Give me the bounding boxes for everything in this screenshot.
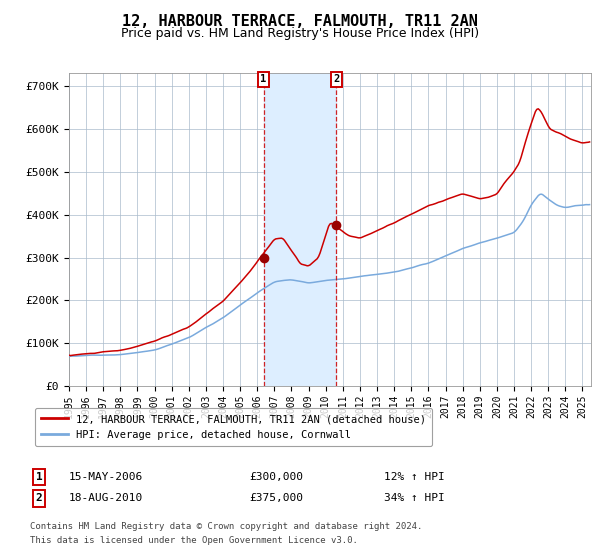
Text: 1: 1: [35, 472, 43, 482]
Text: Contains HM Land Registry data © Crown copyright and database right 2024.: Contains HM Land Registry data © Crown c…: [30, 522, 422, 531]
Text: 2: 2: [333, 74, 340, 84]
Legend: 12, HARBOUR TERRACE, FALMOUTH, TR11 2AN (detached house), HPI: Average price, de: 12, HARBOUR TERRACE, FALMOUTH, TR11 2AN …: [35, 408, 432, 446]
Text: Price paid vs. HM Land Registry's House Price Index (HPI): Price paid vs. HM Land Registry's House …: [121, 27, 479, 40]
Text: 34% ↑ HPI: 34% ↑ HPI: [384, 493, 445, 503]
Text: 12% ↑ HPI: 12% ↑ HPI: [384, 472, 445, 482]
Text: 12, HARBOUR TERRACE, FALMOUTH, TR11 2AN: 12, HARBOUR TERRACE, FALMOUTH, TR11 2AN: [122, 14, 478, 29]
Text: £300,000: £300,000: [249, 472, 303, 482]
Text: This data is licensed under the Open Government Licence v3.0.: This data is licensed under the Open Gov…: [30, 536, 358, 545]
Text: 2: 2: [35, 493, 43, 503]
Text: £375,000: £375,000: [249, 493, 303, 503]
Text: 1: 1: [260, 74, 267, 84]
Bar: [263, 73, 337, 386]
Text: 18-AUG-2010: 18-AUG-2010: [69, 493, 143, 503]
Text: 15-MAY-2006: 15-MAY-2006: [69, 472, 143, 482]
